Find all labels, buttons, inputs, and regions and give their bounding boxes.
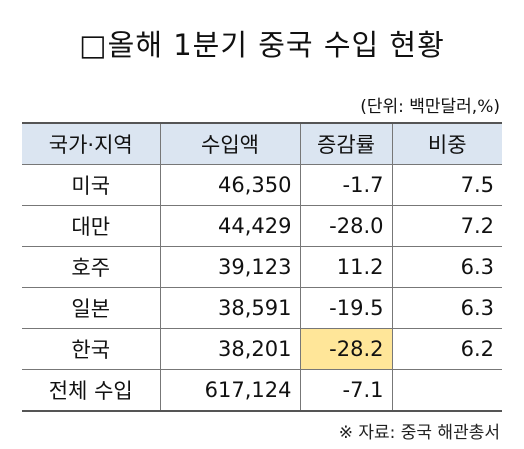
table-cell: 7.5: [391, 164, 502, 206]
table-cell: 일본: [22, 287, 161, 329]
table-cell: 호주: [22, 246, 161, 288]
table-cell: -19.5: [299, 287, 393, 329]
table-cell: 44,429: [159, 205, 301, 247]
table-cell: 38,591: [159, 287, 301, 329]
table-row: 일본 38,591 -19.5 6.3: [22, 287, 502, 329]
table-cell: 617,124: [159, 369, 301, 412]
table-cell: 대만: [22, 205, 161, 247]
import-table: 국가·지역 수입액 증감률 비중 미국 46,350 -1.7 7.5 대만 44,429 -28…: [22, 122, 502, 412]
table-cell: -28.2: [299, 328, 393, 370]
header-cell: 증감률: [299, 122, 393, 165]
header-cell: 국가·지역: [22, 122, 161, 165]
table-row: 대만 44,429 -28.0 7.2: [22, 205, 502, 247]
empty-cell: [391, 369, 502, 412]
table-cell: 11.2: [299, 246, 393, 288]
header-row: 국가·지역 수입액 증감률 비중: [22, 122, 502, 165]
table-cell: -28.0: [299, 205, 393, 247]
unit-note: (단위: 백만달러,%): [360, 97, 500, 117]
table-row: 미국 46,350 -1.7 7.5: [22, 164, 502, 206]
table-cell: -1.7: [299, 164, 393, 206]
source-note: ※ 자료: 중국 해관총서: [338, 423, 500, 443]
table-cell: 6.2: [391, 328, 502, 370]
table-cell: 미국: [22, 164, 161, 206]
table-cell: 한국: [22, 328, 161, 370]
header-cell: 비중: [391, 122, 502, 165]
table-cell: 39,123: [159, 246, 301, 288]
title: □올해 1분기 중국 수입 현황: [79, 28, 445, 62]
table-row: 호주 39,123 11.2 6.3: [22, 246, 502, 288]
table-row: 전체 수입 617,124 -7.1: [22, 369, 502, 412]
table-cell: 6.3: [391, 287, 502, 329]
table-cell: 6.3: [391, 246, 502, 288]
table-row: 한국 38,201 -28.2 6.2: [22, 328, 502, 370]
table-cell: 46,350: [159, 164, 301, 206]
table-cell: 7.2: [391, 205, 502, 247]
table-cell: 전체 수입: [22, 369, 161, 412]
header-cell: 수입액: [159, 122, 301, 165]
table-cell: 38,201: [159, 328, 301, 370]
table-cell: -7.1: [299, 369, 393, 412]
